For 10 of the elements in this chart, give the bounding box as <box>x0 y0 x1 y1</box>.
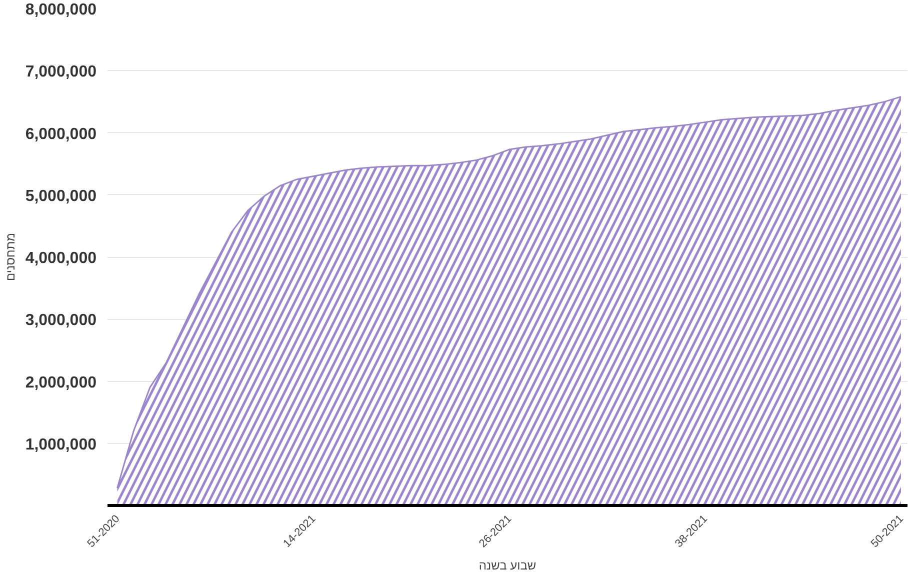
y-axis-title: מתחסנים <box>3 232 18 281</box>
y-tick-label: 7,000,000 <box>25 64 97 81</box>
y-tick-label: 4,000,000 <box>25 250 97 267</box>
y-tick-label: 3,000,000 <box>25 312 97 330</box>
y-tick-label: 5,000,000 <box>25 188 97 205</box>
y-tick-label: 2,000,000 <box>25 374 97 392</box>
y-tick-label: 6,000,000 <box>25 126 97 143</box>
y-tick-label: 1,000,000 <box>25 436 97 454</box>
x-axis-title: שבוע בשנה <box>478 558 536 573</box>
y-tick-label: 8,000,000 <box>25 2 97 18</box>
